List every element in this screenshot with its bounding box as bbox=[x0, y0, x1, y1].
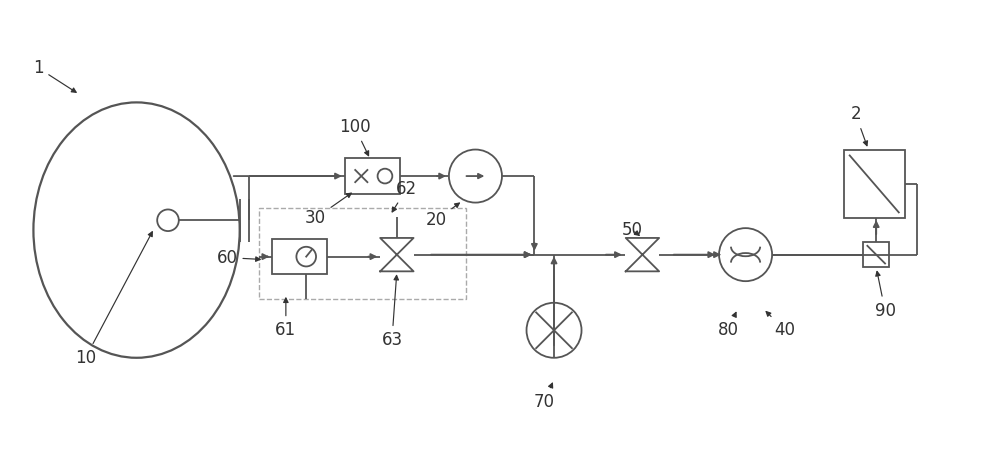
Text: 63: 63 bbox=[381, 275, 403, 349]
Text: 10: 10 bbox=[75, 232, 152, 367]
Bar bbox=[863, 242, 889, 267]
Bar bbox=[272, 239, 327, 274]
Text: 80: 80 bbox=[717, 313, 738, 339]
Text: 40: 40 bbox=[766, 312, 795, 339]
Text: 2: 2 bbox=[850, 105, 868, 146]
Text: 50: 50 bbox=[622, 221, 643, 239]
Text: 60: 60 bbox=[216, 249, 260, 266]
Bar bbox=[345, 158, 400, 194]
Text: 62: 62 bbox=[392, 180, 417, 212]
Text: 30: 30 bbox=[305, 193, 351, 227]
Text: 20: 20 bbox=[426, 203, 459, 229]
Text: 61: 61 bbox=[275, 298, 296, 339]
Text: 1: 1 bbox=[33, 59, 76, 92]
Text: 90: 90 bbox=[875, 272, 896, 320]
Bar bbox=[259, 209, 466, 299]
Text: 100: 100 bbox=[339, 118, 370, 156]
Text: 70: 70 bbox=[534, 383, 555, 411]
Bar bbox=[844, 149, 905, 218]
